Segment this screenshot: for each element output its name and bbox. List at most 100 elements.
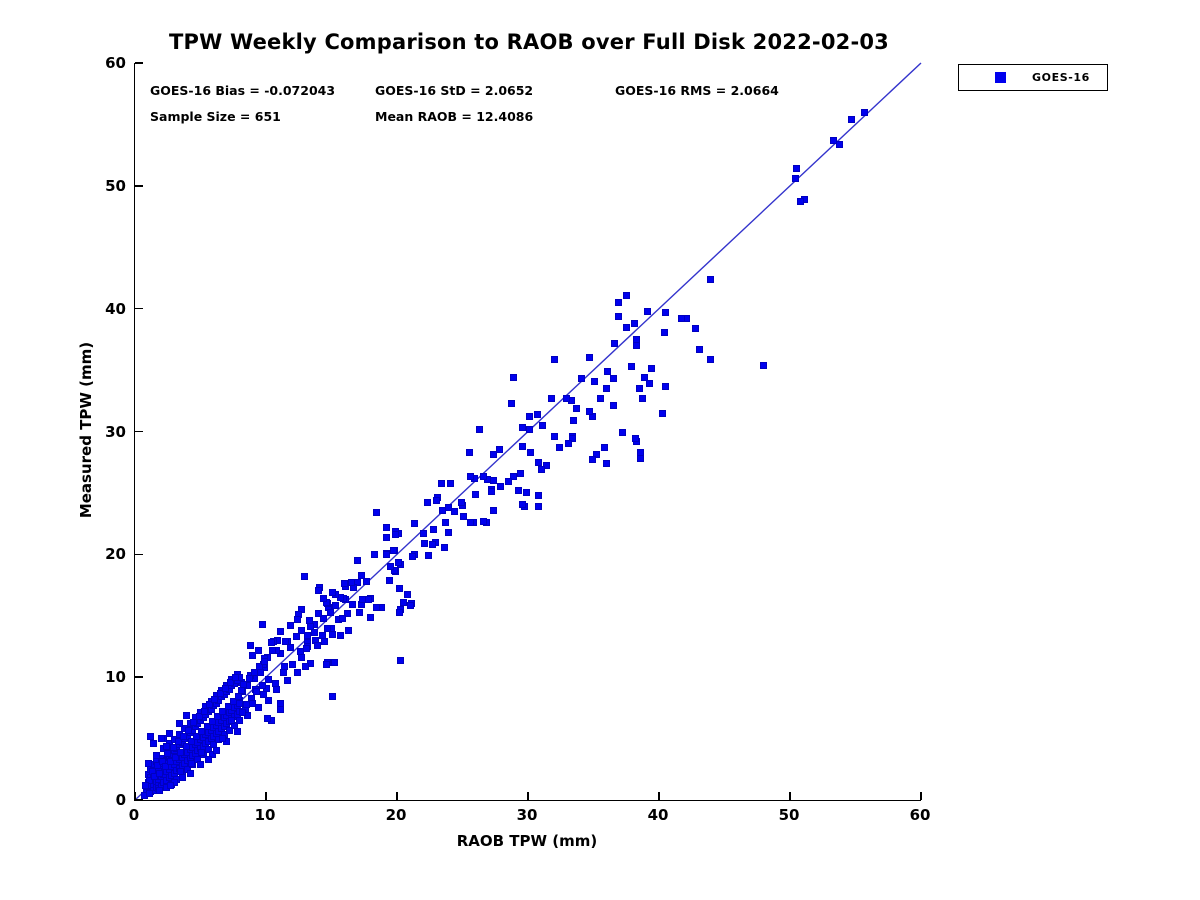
data-point-marker [355, 608, 363, 616]
stat-std: GOES-16 StD = 2.0652 [375, 83, 534, 98]
x-tick-label: 60 [909, 806, 931, 824]
data-point-marker [548, 394, 556, 402]
data-point-marker [331, 602, 339, 610]
data-point-marker [276, 628, 284, 636]
data-point-marker [829, 136, 837, 144]
data-point-marker [504, 478, 512, 486]
data-point-marker [153, 762, 161, 770]
data-point-marker [643, 307, 651, 315]
x-tick-mark [134, 792, 136, 800]
data-point-marker [510, 374, 518, 381]
data-point-marker [569, 435, 576, 443]
data-point-marker [550, 355, 558, 363]
data-point-marker [442, 518, 449, 526]
data-point-marker [263, 715, 271, 723]
data-point-marker [570, 416, 578, 424]
data-point-marker [206, 700, 214, 708]
data-point-marker [490, 477, 498, 485]
data-point-marker [142, 781, 149, 789]
y-tick-mark [135, 676, 143, 678]
data-point-marker [211, 695, 219, 703]
data-point-marker [185, 726, 193, 734]
data-point-marker [614, 299, 622, 306]
x-tick-mark [527, 792, 529, 800]
data-point-marker [519, 500, 527, 508]
y-tick-label: 60 [105, 54, 126, 72]
data-point-marker [324, 624, 332, 632]
data-point-marker [182, 711, 190, 719]
data-point-marker [400, 598, 408, 606]
data-point-marker [208, 751, 216, 759]
data-point-marker [396, 608, 404, 616]
data-point-marker [588, 456, 596, 464]
data-point-marker [151, 773, 159, 781]
data-point-marker [424, 552, 432, 560]
data-point-marker [706, 355, 714, 363]
data-point-marker [392, 531, 400, 539]
data-point-marker [372, 603, 380, 611]
data-point-marker [329, 693, 337, 701]
data-point-marker [169, 743, 177, 751]
data-point-marker [177, 748, 185, 756]
data-point-marker [538, 421, 546, 429]
data-point-marker [432, 496, 440, 504]
plot-area [134, 62, 922, 801]
data-point-marker [145, 776, 153, 784]
data-point-marker [237, 687, 245, 695]
y-tick-mark [135, 307, 143, 310]
data-point-marker [240, 681, 248, 688]
data-point-marker [848, 116, 856, 123]
data-point-marker [228, 716, 236, 724]
x-tick-label: 40 [647, 806, 669, 824]
data-point-marker [537, 466, 545, 474]
legend-label: GOES-16 [1032, 71, 1090, 84]
data-point-marker [301, 662, 309, 670]
data-point-marker [633, 342, 641, 349]
y-tick-label: 30 [105, 422, 126, 441]
data-point-marker [791, 175, 799, 182]
data-point-marker [660, 328, 668, 336]
data-point-marker [300, 572, 308, 580]
data-point-marker [631, 435, 639, 443]
data-point-marker [303, 645, 311, 653]
x-tick-mark [920, 792, 922, 800]
y-tick-label: 10 [105, 668, 126, 687]
data-point-marker [174, 737, 182, 745]
x-tick-mark [789, 792, 791, 800]
data-point-marker [249, 651, 257, 659]
data-point-marker [180, 732, 187, 740]
y-axis-label: Measured TPW (mm) [77, 341, 95, 519]
data-point-marker [187, 759, 195, 767]
data-point-marker [313, 641, 321, 649]
data-point-marker [533, 410, 541, 418]
data-point-marker [630, 319, 638, 327]
chart-title: TPW Weekly Comparison to RAOB over Full … [168, 30, 889, 54]
data-point-marker [525, 413, 533, 421]
data-point-marker [157, 735, 165, 743]
data-point-marker [466, 518, 474, 526]
data-point-marker [641, 374, 649, 381]
data-point-marker [565, 440, 573, 448]
data-point-marker [507, 399, 515, 407]
data-point-marker [258, 620, 266, 628]
data-point-marker [535, 491, 542, 499]
x-tick-label: 0 [128, 806, 140, 824]
data-point-marker [190, 719, 198, 727]
data-point-marker [258, 682, 266, 690]
data-point-marker [242, 700, 250, 708]
data-point-marker [550, 432, 558, 440]
x-tick-mark [396, 792, 398, 800]
data-point-marker [490, 451, 498, 459]
data-point-marker [186, 769, 194, 777]
data-point-marker [144, 759, 152, 767]
data-point-marker [145, 790, 153, 798]
y-tick-label: 20 [105, 545, 126, 564]
data-point-marker [164, 749, 172, 757]
data-point-marker [343, 609, 351, 617]
data-point-marker [460, 512, 468, 520]
data-point-marker [354, 579, 362, 587]
data-point-marker [156, 786, 164, 794]
data-point-marker [224, 703, 232, 711]
data-point-marker [562, 394, 570, 402]
